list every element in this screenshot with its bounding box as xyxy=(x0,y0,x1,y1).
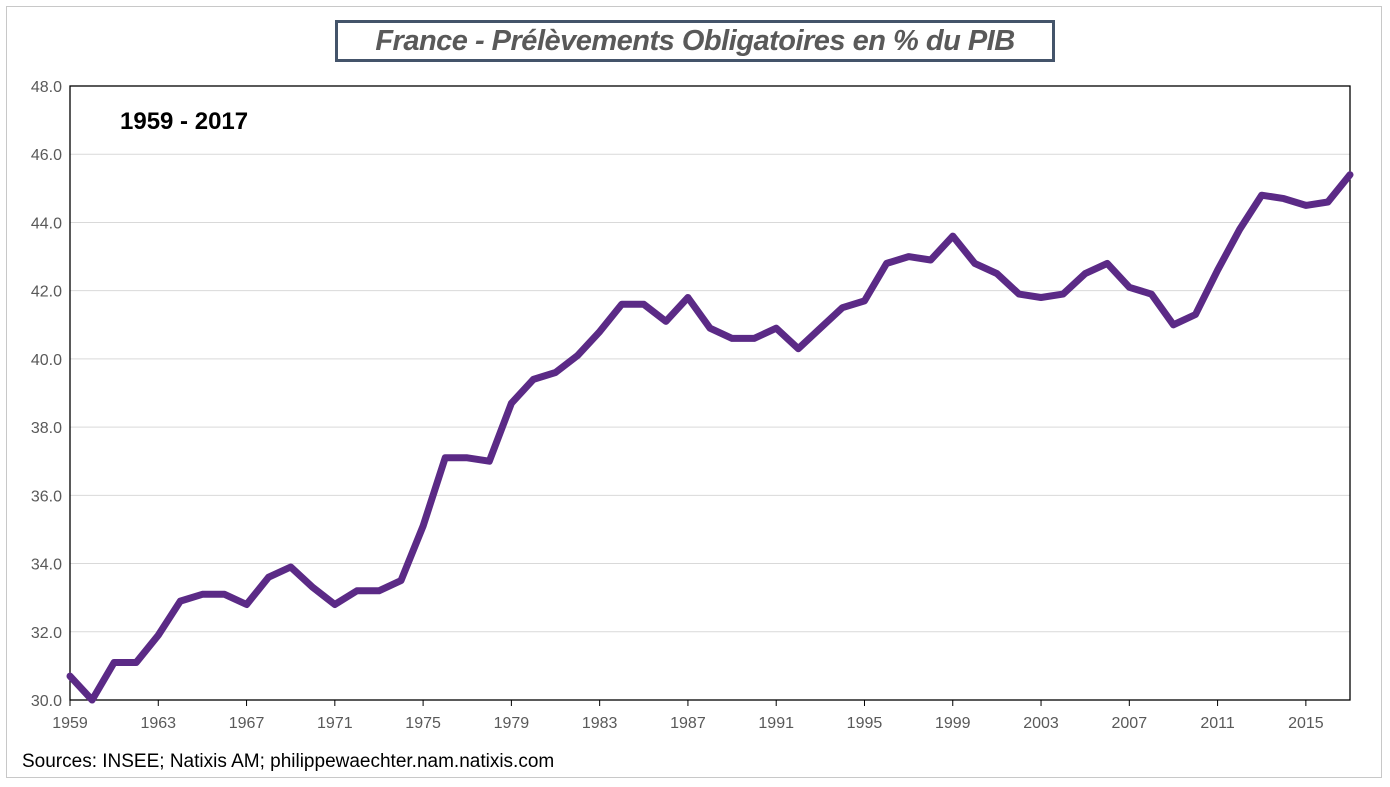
y-tick-label: 38.0 xyxy=(31,420,62,437)
x-tick-label: 2007 xyxy=(1112,715,1148,732)
x-tick-label: 1983 xyxy=(582,715,618,732)
x-tick-label: 1991 xyxy=(758,715,794,732)
x-tick-label: 1987 xyxy=(670,715,706,732)
y-tick-label: 42.0 xyxy=(31,284,62,301)
x-tick-label: 1959 xyxy=(52,715,88,732)
x-tick-label: 1999 xyxy=(935,715,971,732)
x-tick-label: 2003 xyxy=(1023,715,1059,732)
x-tick-label: 1995 xyxy=(847,715,883,732)
y-tick-label: 40.0 xyxy=(31,352,62,369)
period-annotation: 1959 - 2017 xyxy=(120,108,249,135)
x-tick-label: 1967 xyxy=(229,715,265,732)
x-tick-label: 1979 xyxy=(494,715,530,732)
y-tick-label: 36.0 xyxy=(31,488,62,505)
x-tick-label: 2015 xyxy=(1288,715,1324,732)
gridlines xyxy=(70,153,1350,633)
source-note: Sources: INSEE; Natixis AM; philippewaec… xyxy=(22,751,555,772)
y-tick-label: 48.0 xyxy=(31,79,62,96)
plot-area-border xyxy=(69,85,1351,701)
y-axis-ticks: 30.0 32.0 34.0 36.0 38.0 40.0 42.0 44.0 46.0 48.0 xyxy=(31,79,62,710)
x-tick-label: 1963 xyxy=(140,715,176,732)
series-line xyxy=(66,171,1354,704)
chart-title-box: France - Prélèvements Obligatoires en % … xyxy=(335,20,1055,62)
chart-frame xyxy=(6,6,1382,778)
x-tick-label: 2011 xyxy=(1200,715,1235,732)
x-axis-ticks: 1959 1963 1967 1971 1975 1979 1983 1987 1991 1995… xyxy=(52,700,1324,732)
y-tick-label: 34.0 xyxy=(31,557,62,574)
y-tick-label: 30.0 xyxy=(31,693,62,710)
x-tick-label: 1971 xyxy=(317,715,353,732)
chart-title: France - Prélèvements Obligatoires en % … xyxy=(375,24,1015,57)
y-tick-label: 44.0 xyxy=(31,215,62,232)
x-tick-label: 1975 xyxy=(405,715,441,732)
y-tick-label: 46.0 xyxy=(31,147,62,164)
y-tick-label: 32.0 xyxy=(31,625,62,642)
